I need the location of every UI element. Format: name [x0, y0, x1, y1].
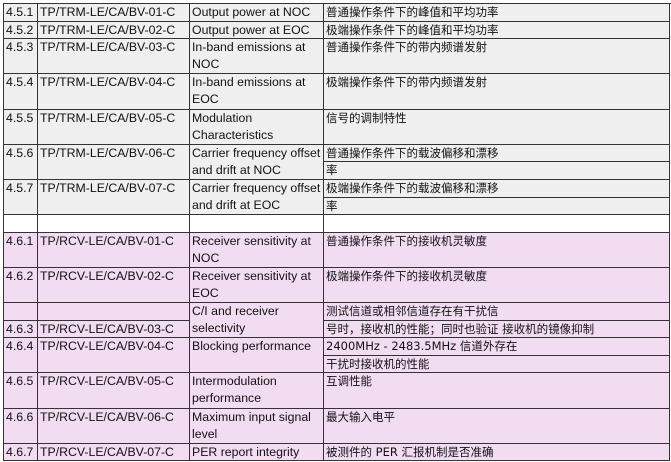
case-id-cell: 4.5.1 [4, 4, 38, 22]
case-code-cell [38, 215, 190, 233]
case-id-cell: 4.6.1 [4, 232, 38, 268]
case-desc-cell: 普通操作条件下的带内频谱发射 [324, 39, 670, 75]
case-name-cell: In-band emissions at EOC [190, 74, 324, 110]
case-name-cell: Intermodulation performance [190, 373, 324, 409]
case-code-cell: TP/TRM-LE/CA/BV-05-C [38, 109, 190, 145]
case-name-cell: Maximum input signal level [190, 408, 324, 444]
case-id-cell: 4.6.6 [4, 408, 38, 444]
case-desc-cell: 干扰时接收机的性能 [324, 355, 670, 374]
case-code-cell: TP/RCV-LE/CA/BV-05-C [38, 373, 190, 409]
test-case-table: 4.5.1 TP/TRM-LE/CA/BV-01-C Output power at… [3, 3, 671, 462]
case-desc-cell: 号时，接收机的性能；同时也验证 接收机的镜像抑制 [324, 320, 670, 339]
case-desc-cell: 普通操作条件下的接收机灵敏度 [324, 232, 670, 268]
case-name-cell: Output power at EOC [190, 21, 324, 40]
case-desc-cell: 极端操作条件下的载波偏移和漂移 [324, 179, 670, 198]
case-id-cell: 4.5.6 [4, 144, 38, 180]
case-id-cell: 4.5.3 [4, 39, 38, 75]
case-desc-cell: 普通操作条件下的载波偏移和漂移 [324, 144, 670, 163]
case-name-cell [190, 215, 324, 233]
case-desc-cell: 率 [324, 162, 670, 180]
case-id-cell: 4.6.3 [4, 320, 38, 339]
case-code-cell: TP/RCV-LE/CA/BV-06-C [38, 408, 190, 444]
case-desc-cell [324, 215, 670, 233]
case-id-cell [4, 215, 38, 233]
case-id-cell: 4.5.2 [4, 21, 38, 40]
case-desc-cell: 被测件的 PER 汇报机制是否准确 [324, 443, 670, 462]
case-id-cell: 4.5.5 [4, 109, 38, 145]
case-desc-cell: 普通操作条件下的峰值和平均功率 [324, 4, 670, 22]
case-name-cell: PER report integrity [190, 443, 324, 462]
case-id-cell: 4.6.2 [4, 267, 38, 304]
case-code-cell: TP/RCV-LE/CA/BV-07-C [38, 443, 190, 462]
case-name-cell: Carrier frequency offset and drift at EO… [190, 179, 324, 216]
case-name-cell: In-band emissions at NOC [190, 39, 324, 75]
case-name-cell: Blocking performance [190, 338, 324, 374]
case-code-cell [38, 303, 190, 321]
case-id-cell: 4.6.5 [4, 373, 38, 409]
case-id-cell: 4.5.4 [4, 74, 38, 110]
case-desc-cell: 2400MHz - 2483.5MHz 信道外存在 [324, 338, 670, 356]
case-code-cell: TP/TRM-LE/CA/BV-03-C [38, 39, 190, 75]
case-name-cell: Carrier frequency offset and drift at NO… [190, 144, 324, 180]
case-code-cell: TP/TRM-LE/CA/BV-04-C [38, 74, 190, 110]
case-desc-cell: 信号的调制特性 [324, 109, 670, 145]
case-id-cell: 4.6.4 [4, 338, 38, 374]
case-code-cell: TP/TRM-LE/CA/BV-07-C [38, 179, 190, 216]
case-desc-cell: 互调性能 [324, 373, 670, 409]
case-desc-cell: 极端操作条件下的接收机灵敏度 [324, 267, 670, 304]
case-desc-cell: 最大输入电平 [324, 408, 670, 444]
case-name-cell: C/I and receiver selectivity [190, 303, 324, 339]
case-name-cell: Receiver sensitivity at EOC [190, 267, 324, 304]
case-code-cell: TP/RCV-LE/CA/BV-02-C [38, 267, 190, 304]
case-code-cell: TP/TRM-LE/CA/BV-06-C [38, 144, 190, 180]
case-desc-cell: 极端操作条件下的带内频谱发射 [324, 74, 670, 110]
case-name-cell: Output power at NOC [190, 4, 324, 22]
case-name-cell: Modulation Characteristics [190, 109, 324, 145]
case-desc-cell: 极端操作条件下的峰值和平均功率 [324, 21, 670, 40]
case-id-cell [4, 303, 38, 321]
case-desc-cell: 率 [324, 197, 670, 216]
case-desc-cell: 测试信道或相邻信道存在有干扰信 [324, 303, 670, 321]
case-code-cell: TP/TRM-LE/CA/BV-01-C [38, 4, 190, 22]
case-code-cell: TP/RCV-LE/CA/BV-01-C [38, 232, 190, 268]
case-name-cell: Receiver sensitivity at NOC [190, 232, 324, 268]
case-code-cell: TP/TRM-LE/CA/BV-02-C [38, 21, 190, 40]
case-id-cell: 4.5.7 [4, 179, 38, 216]
case-code-cell: TP/RCV-LE/CA/BV-03-C [38, 320, 190, 339]
case-code-cell: TP/RCV-LE/CA/BV-04-C [38, 338, 190, 374]
case-id-cell: 4.6.7 [4, 443, 38, 462]
